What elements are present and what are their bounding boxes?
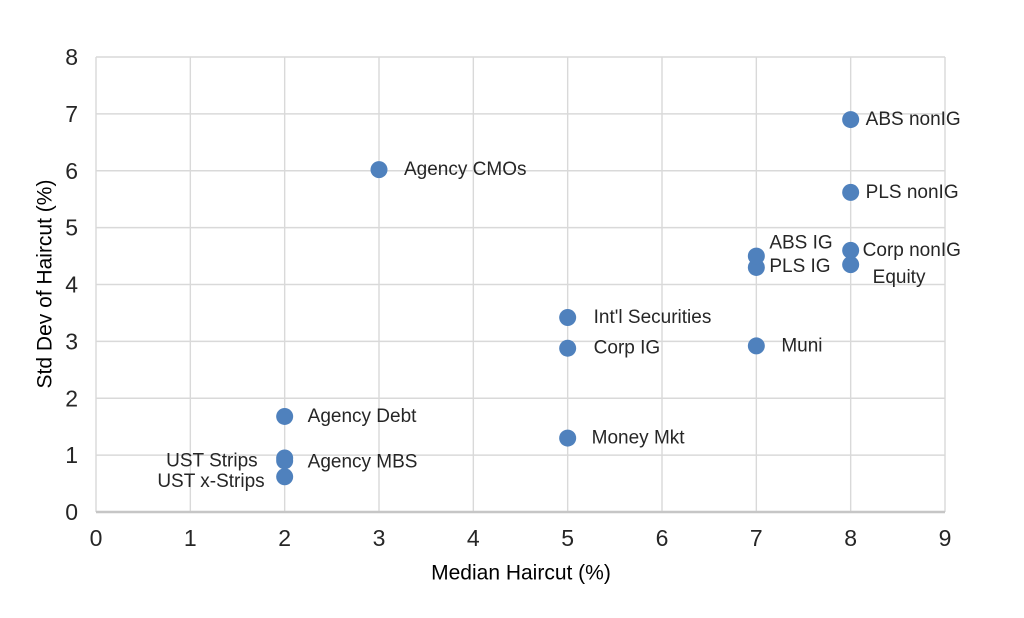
data-point-label: Corp nonIG xyxy=(863,240,961,261)
data-point-label: ABS nonIG xyxy=(866,109,961,130)
x-tick-label: 4 xyxy=(467,525,480,551)
y-tick-label: 0 xyxy=(65,499,78,525)
x-tick-label: 1 xyxy=(184,525,197,551)
data-point-label: PLS IG xyxy=(769,256,830,277)
x-tick-label: 7 xyxy=(750,525,763,551)
x-tick-label: 2 xyxy=(278,525,291,551)
y-tick-label: 3 xyxy=(65,328,78,354)
data-point-label: UST x-Strips xyxy=(157,471,264,492)
x-tick-label: 3 xyxy=(373,525,386,551)
point-layer xyxy=(276,111,860,486)
data-point xyxy=(559,308,577,326)
x-tick-label: 9 xyxy=(939,525,952,551)
data-point-label: Agency Debt xyxy=(308,406,418,427)
data-point-label: Int'l Securities xyxy=(594,307,712,328)
y-tick-label: 7 xyxy=(65,101,78,127)
data-point xyxy=(276,407,294,425)
data-point-label: Muni xyxy=(781,335,822,356)
grid-layer xyxy=(95,56,946,513)
data-point-label: ABS IG xyxy=(769,233,832,254)
data-point xyxy=(842,111,860,129)
data-point-label: Equity xyxy=(873,267,926,288)
x-tick-label: 8 xyxy=(844,525,857,551)
data-point xyxy=(747,337,765,355)
y-tick-label: 2 xyxy=(65,385,78,411)
data-point xyxy=(842,241,860,259)
x-tick-label: 0 xyxy=(90,525,103,551)
data-point xyxy=(842,183,860,201)
y-axis-title: Std Dev of Haircut (%) xyxy=(34,180,57,389)
data-point-label: Money Mkt xyxy=(592,428,686,449)
y-tick-label: 1 xyxy=(65,442,78,468)
data-point-label: Agency CMOs xyxy=(404,159,526,180)
data-point xyxy=(559,429,577,447)
data-point xyxy=(842,256,860,274)
data-point xyxy=(276,468,294,486)
y-tick-label: 8 xyxy=(65,44,78,70)
x-tick-label: 6 xyxy=(656,525,669,551)
y-tick-label: 6 xyxy=(65,158,78,184)
data-point-label: PLS nonIG xyxy=(866,182,959,203)
data-point-label: Corp IG xyxy=(594,338,661,359)
data-point-label: Agency MBS xyxy=(308,451,418,472)
y-tick-label: 4 xyxy=(65,272,78,298)
data-point xyxy=(747,247,765,265)
data-point xyxy=(276,452,294,470)
data-point xyxy=(559,339,577,357)
x-axis-title: Median Haircut (%) xyxy=(431,562,611,585)
data-point xyxy=(370,161,388,179)
x-tick-label: 5 xyxy=(561,525,574,551)
y-tick-label: 5 xyxy=(65,215,78,241)
data-point-label: UST Strips xyxy=(166,450,258,471)
axis-layer: 0 1 2 3 4 5 6 7 8 9 0 1 2 3 4 5 6 7 8 xyxy=(65,44,951,551)
